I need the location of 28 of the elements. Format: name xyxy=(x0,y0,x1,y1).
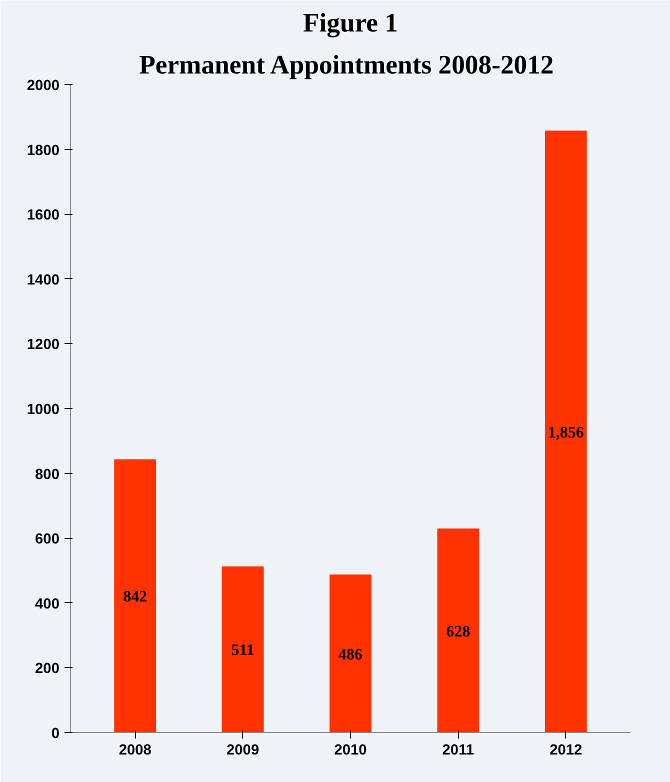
data-label: 511 xyxy=(231,642,254,660)
x-tick-label: 2008 xyxy=(118,742,152,758)
data-label: 1,856 xyxy=(548,424,584,442)
y-tick-label: 600 xyxy=(35,532,60,548)
bar xyxy=(437,528,480,732)
bar xyxy=(330,574,372,732)
y-tick-label: 200 xyxy=(35,661,60,678)
x-tick-label: 2011 xyxy=(442,742,474,758)
bar xyxy=(222,566,264,732)
data-label: 842 xyxy=(123,588,148,606)
y-tick-label: 0 xyxy=(51,726,60,742)
y-tick-label: 1000 xyxy=(26,402,60,418)
x-tick-label: 2012 xyxy=(550,742,582,758)
y-tick-label: 2000 xyxy=(26,78,60,94)
bar xyxy=(114,459,156,732)
y-tick-label: 400 xyxy=(35,596,60,612)
x-tick-label: 2009 xyxy=(226,742,260,758)
data-label: 486 xyxy=(338,646,362,664)
chart-subtitle: Permanent Appointments 2008-2012 xyxy=(139,50,554,80)
bar xyxy=(544,130,587,732)
chart-title: Figure 1 xyxy=(302,8,398,38)
x-tick-label: 2010 xyxy=(334,742,367,758)
y-tick-label: 1600 xyxy=(26,208,60,224)
y-tick-label: 800 xyxy=(35,466,60,483)
y-tick-label: 1400 xyxy=(26,272,60,288)
data-label: 628 xyxy=(446,623,470,640)
y-tick-label: 1800 xyxy=(26,142,60,159)
y-tick-label: 1200 xyxy=(26,337,60,354)
